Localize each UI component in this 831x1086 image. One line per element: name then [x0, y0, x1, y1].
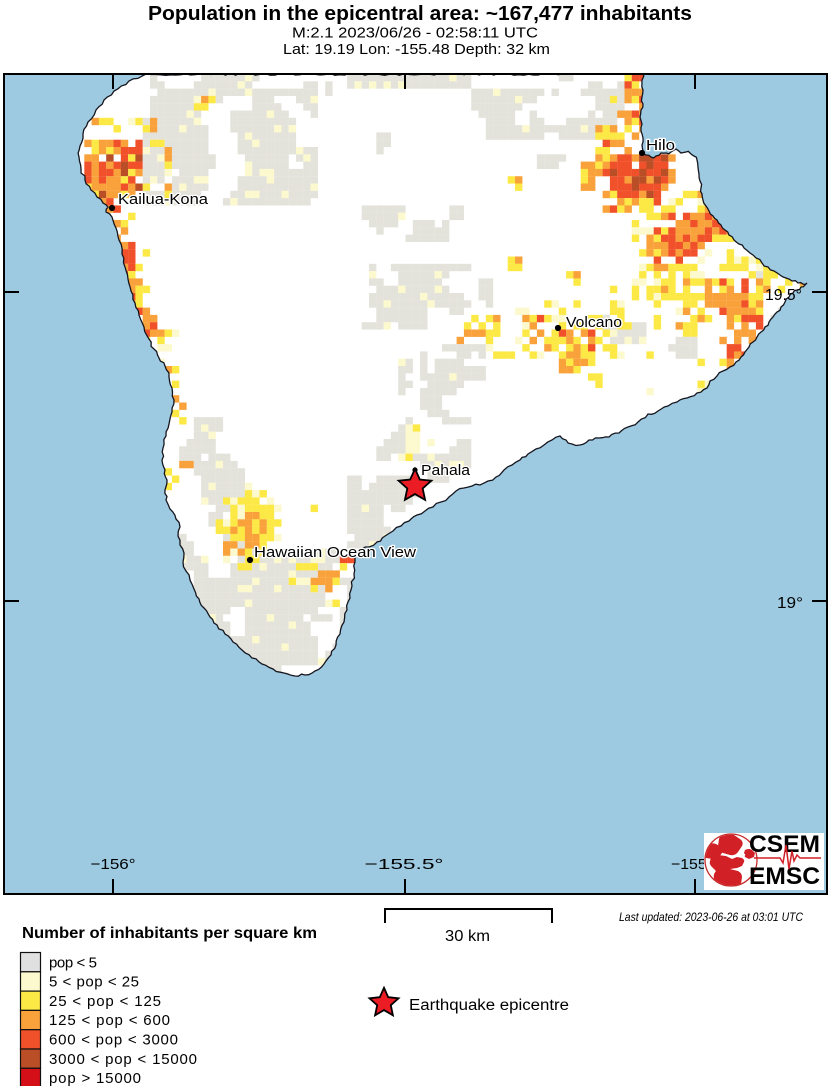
svg-text:Hilo: Hilo	[646, 137, 675, 154]
svg-text:Last updated: 2023-06-26 at 03: Last updated: 2023-06-26 at 03:01 UTC	[619, 910, 803, 924]
svg-text:19.5°: 19.5°	[765, 287, 802, 304]
svg-text:−155.5°: −155.5°	[365, 856, 444, 873]
svg-text:Earthquake epicentre: Earthquake epicentre	[409, 997, 569, 1014]
svg-text:Pahala: Pahala	[421, 462, 471, 479]
svg-text:25 < pop < 125: 25 < pop < 125	[49, 993, 161, 1010]
svg-text:30 km: 30 km	[445, 928, 490, 945]
svg-text:3000 < pop < 15000: 3000 < pop < 15000	[49, 1051, 197, 1068]
svg-text:Number of inhabitants per squa: Number of inhabitants per square km	[22, 925, 317, 942]
svg-text:Lat: 19.19 Lon: -155.48 Depth:: Lat: 19.19 Lon: -155.48 Depth: 32 km	[283, 41, 550, 58]
svg-text:Hawaiian Ocean View: Hawaiian Ocean View	[254, 544, 416, 561]
svg-text:−155°: −155°	[671, 856, 713, 873]
svg-text:pop > 15000: pop > 15000	[49, 1070, 141, 1086]
svg-text:Volcano: Volcano	[566, 314, 622, 331]
svg-text:125 < pop < 600: 125 < pop < 600	[49, 1012, 170, 1029]
svg-text:−156°: −156°	[91, 856, 136, 873]
svg-text:pop < 5: pop < 5	[49, 954, 97, 971]
svg-text:19°: 19°	[777, 595, 803, 612]
svg-text:Population in the epicentral a: Population in the epicentral area: ~167,…	[148, 3, 692, 25]
svg-text:EMSC: EMSC	[749, 863, 820, 890]
svg-text:Kailua-Kona: Kailua-Kona	[118, 191, 209, 208]
svg-text:5 < pop < 25: 5 < pop < 25	[49, 974, 139, 991]
svg-text:M:2.1 2023/06/26 - 02:58:11 UT: M:2.1 2023/06/26 - 02:58:11 UTC	[292, 25, 538, 42]
svg-text:600 < pop < 3000: 600 < pop < 3000	[49, 1032, 178, 1049]
